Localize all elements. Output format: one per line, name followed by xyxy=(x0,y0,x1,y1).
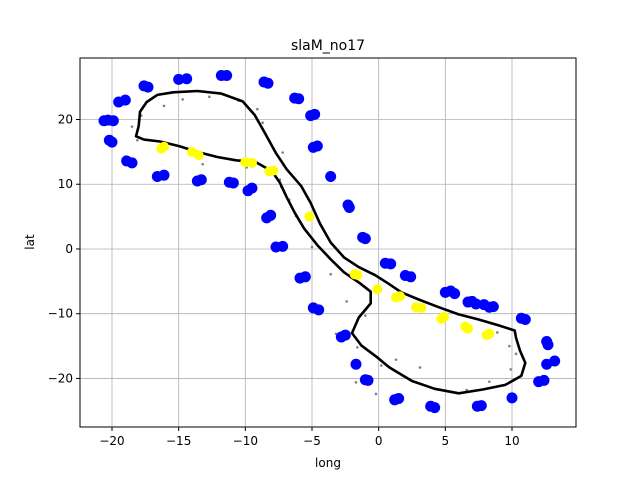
blue-point xyxy=(181,73,193,85)
blue-point xyxy=(106,136,118,148)
blue-point xyxy=(359,233,371,245)
x-tick-label: −15 xyxy=(166,434,191,448)
gray-point xyxy=(310,245,314,249)
blue-point xyxy=(487,301,499,313)
x-tick-label: 0 xyxy=(375,434,383,448)
gray-point xyxy=(508,344,511,348)
blue-point xyxy=(385,258,397,270)
blue-point xyxy=(339,329,351,341)
blue-point xyxy=(227,177,239,189)
x-tick-label: 10 xyxy=(504,434,519,448)
gray-point xyxy=(418,366,422,369)
x-tick-label: −10 xyxy=(233,434,258,448)
yellow-point xyxy=(304,211,315,222)
blue-point xyxy=(262,77,274,89)
blue-point xyxy=(311,140,323,152)
yellow-point xyxy=(463,323,473,334)
blue-point xyxy=(309,108,321,120)
blue-point xyxy=(405,271,417,283)
y-tick-label: 10 xyxy=(58,177,73,191)
blue-point xyxy=(350,358,362,370)
blue-point xyxy=(119,94,131,106)
grid xyxy=(80,58,576,427)
gray-point xyxy=(130,125,134,128)
yellow-point xyxy=(416,302,427,313)
gray-point xyxy=(201,162,204,166)
x-axis-label: long xyxy=(315,456,341,470)
blue-point xyxy=(549,355,561,367)
gray-point xyxy=(256,107,259,111)
blue-point xyxy=(221,69,233,81)
blue-point xyxy=(506,392,518,404)
yellow-point xyxy=(159,141,169,152)
yellow-point xyxy=(395,291,405,302)
blue-point xyxy=(362,374,374,386)
blue-point xyxy=(470,298,482,310)
yellow-point xyxy=(439,311,449,322)
blue-point xyxy=(277,240,289,252)
gray-point xyxy=(329,272,332,276)
yellow-point xyxy=(484,328,495,339)
blue-point xyxy=(142,81,154,93)
blue-point xyxy=(519,314,531,326)
blue-point xyxy=(475,400,487,412)
ticks: −20 −15 −10 −5 0 5 10 −20 −10 0 10 20 xyxy=(48,113,520,449)
yellow-points xyxy=(156,141,495,341)
blue-point xyxy=(126,157,138,169)
gray-point xyxy=(136,138,139,142)
blue-point xyxy=(313,304,325,316)
yellow-point xyxy=(372,284,383,295)
blue-point xyxy=(429,402,441,414)
blue-point xyxy=(293,93,305,105)
gray-point xyxy=(374,392,378,396)
y-tick-label: 20 xyxy=(58,113,73,127)
blue-point xyxy=(449,288,461,300)
blue-point xyxy=(265,209,277,221)
gray-point xyxy=(261,121,264,125)
blue-point xyxy=(107,115,119,127)
x-tick-label: 5 xyxy=(442,434,450,448)
gray-point xyxy=(345,300,348,303)
yellow-point xyxy=(247,157,257,168)
blue-point xyxy=(325,170,337,182)
gray-point xyxy=(162,104,166,108)
x-tick-label: −20 xyxy=(99,434,124,448)
yellow-point xyxy=(268,165,279,176)
y-tick-label: −20 xyxy=(48,371,73,385)
trajectory-line xyxy=(134,89,527,395)
blue-point xyxy=(246,182,258,194)
gray-point xyxy=(509,368,512,371)
chart-title: slaM_no17 xyxy=(291,38,365,54)
blue-point xyxy=(173,73,185,85)
gray-point xyxy=(208,95,211,99)
y-tick-label: −10 xyxy=(48,307,73,321)
gray-point xyxy=(356,346,359,349)
blue-point xyxy=(195,174,207,186)
gray-point xyxy=(488,380,491,383)
blue-point xyxy=(538,374,550,386)
blue-point xyxy=(158,169,170,181)
gray-point xyxy=(394,358,398,361)
trajectory xyxy=(134,89,527,395)
gray-point xyxy=(364,314,367,317)
blue-point xyxy=(542,339,554,351)
plot-frame xyxy=(79,57,577,428)
gray-point xyxy=(496,331,499,334)
y-tick-label: 0 xyxy=(65,242,73,256)
blue-point xyxy=(299,271,311,283)
gray-point xyxy=(181,98,184,101)
gray-point xyxy=(354,381,358,384)
x-tick-label: −5 xyxy=(303,434,321,448)
gray-point xyxy=(380,364,383,367)
blue-points xyxy=(98,69,561,414)
blue-point xyxy=(343,202,355,214)
gray-point xyxy=(514,352,518,356)
yellow-point xyxy=(193,150,204,161)
y-axis-label: lat xyxy=(23,234,37,250)
gray-point xyxy=(281,151,284,154)
yellow-point xyxy=(352,269,363,280)
blue-point xyxy=(393,393,405,405)
